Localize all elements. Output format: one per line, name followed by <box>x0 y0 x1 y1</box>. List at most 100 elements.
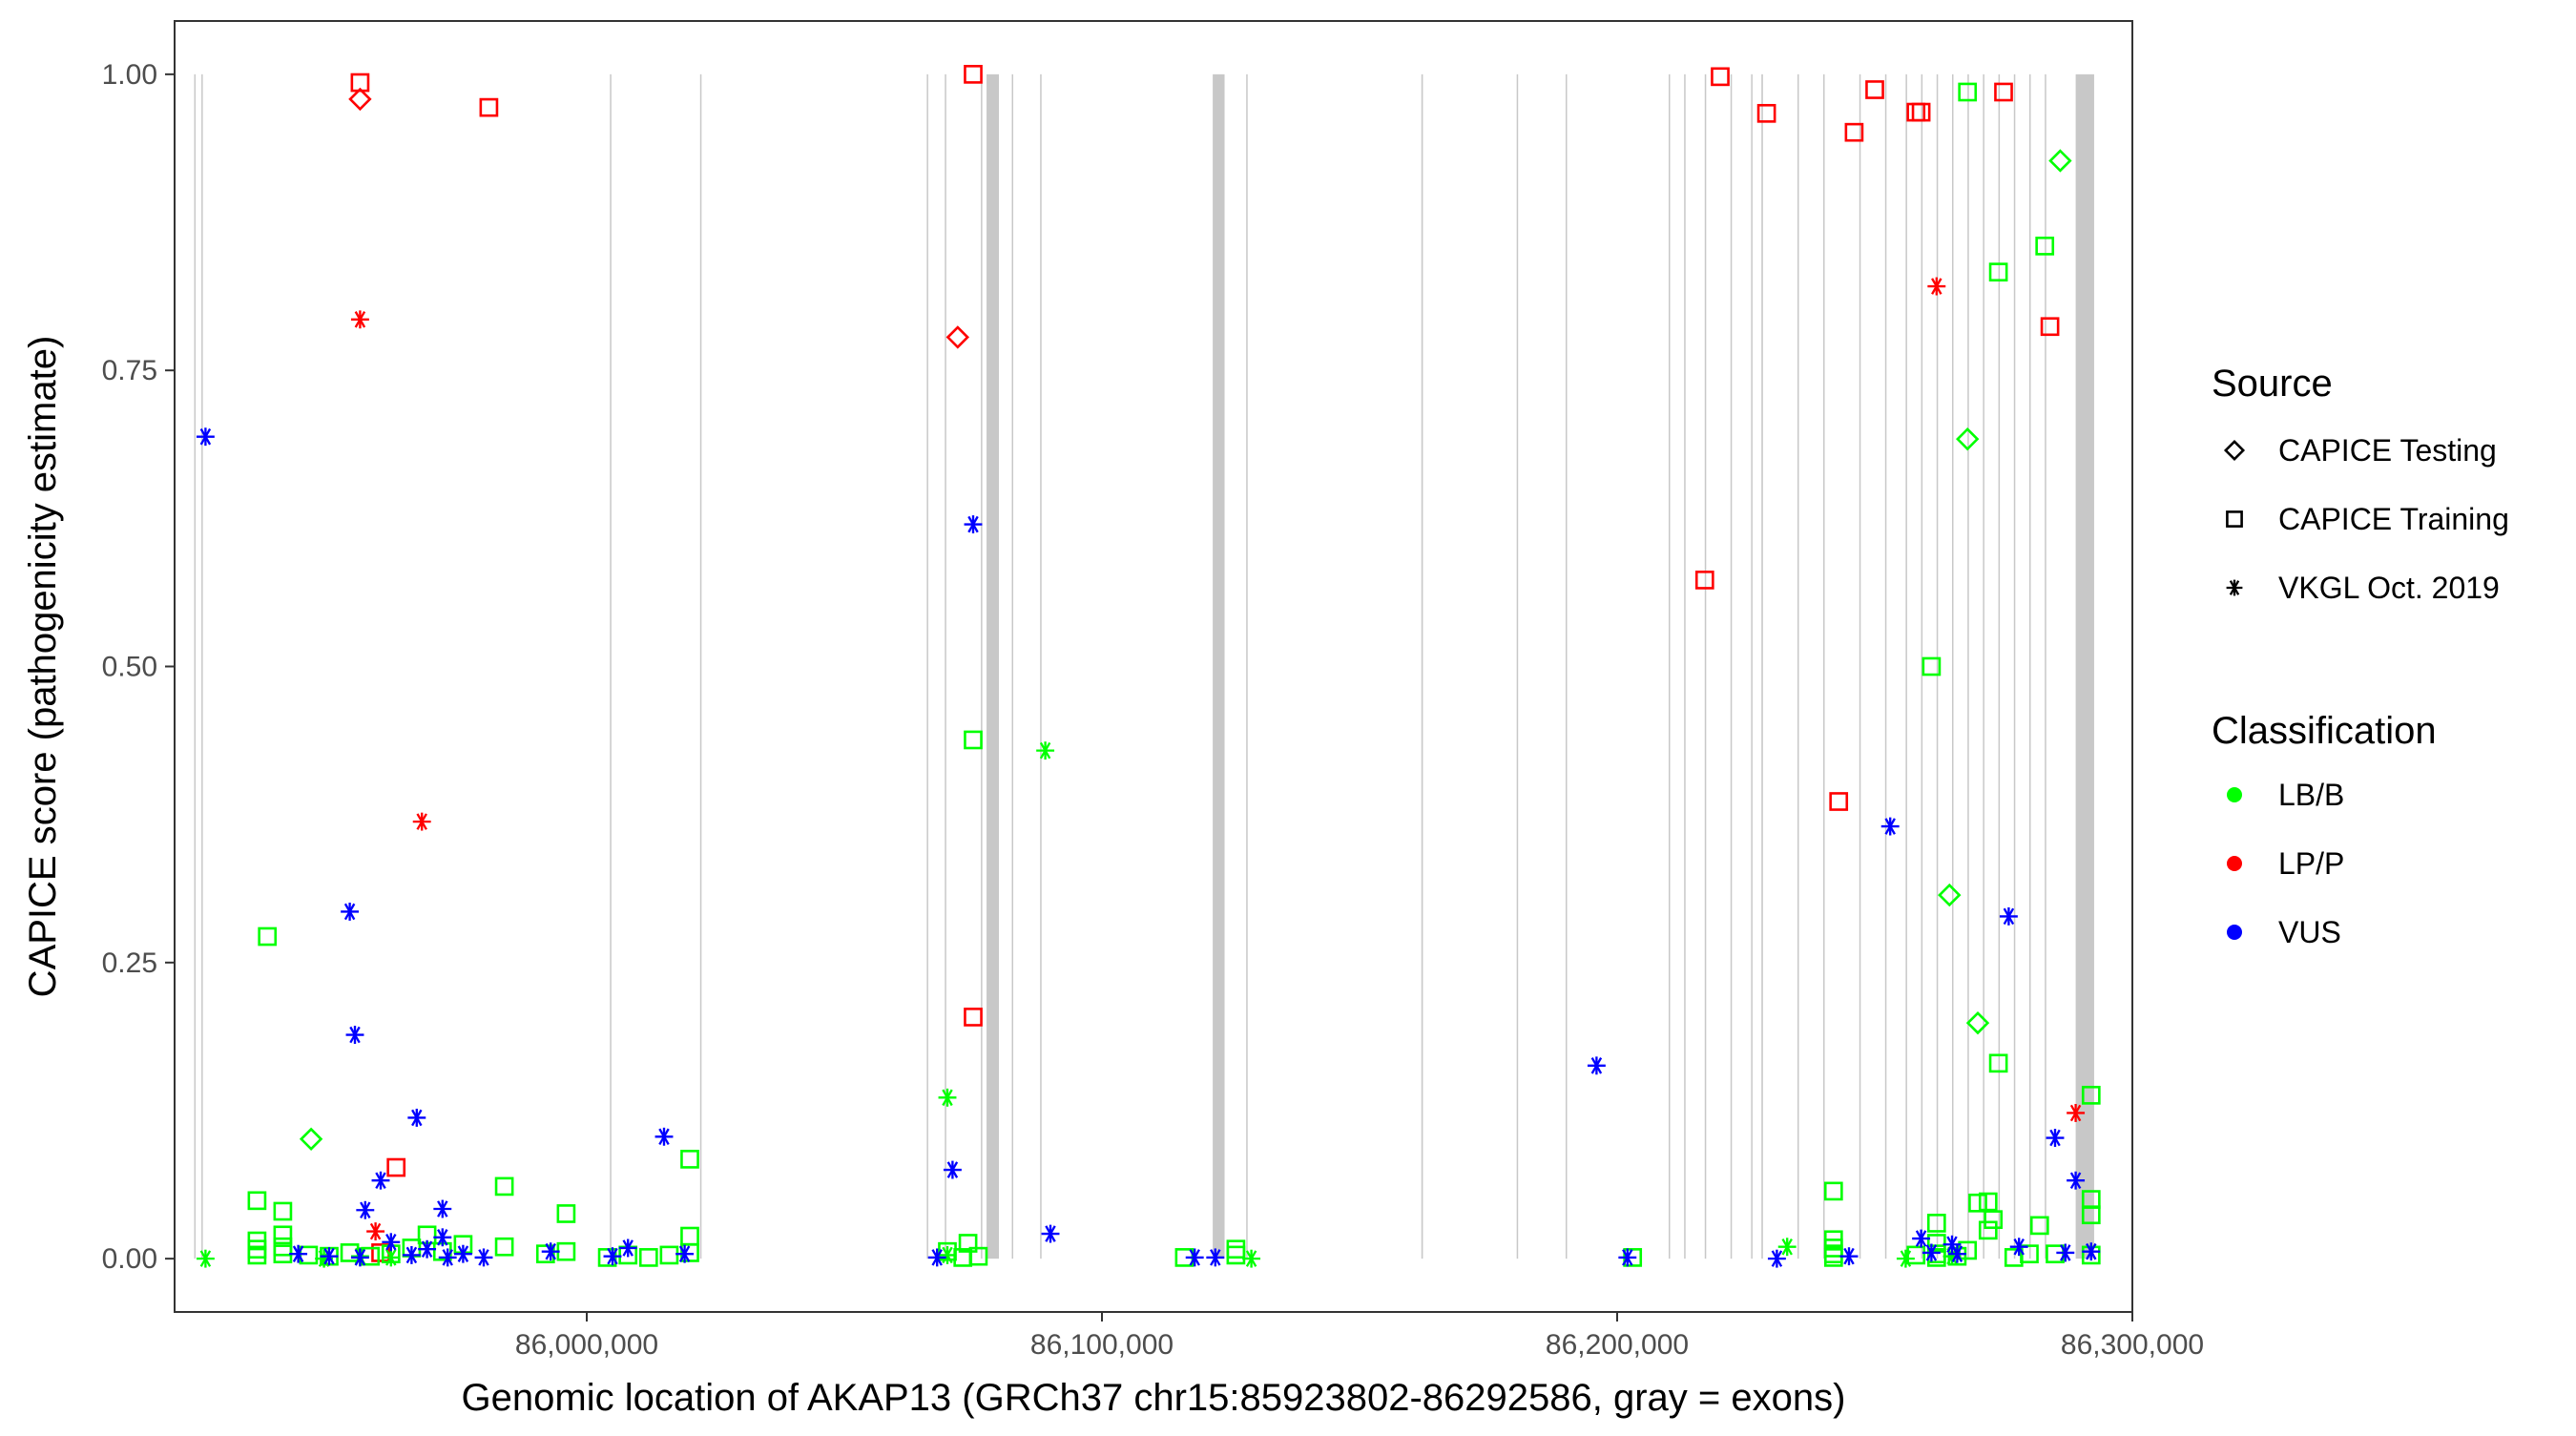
exon-band <box>1921 73 1923 1259</box>
exon-band <box>1730 73 1733 1259</box>
data-point-asterisk <box>433 1199 452 1218</box>
x-tick-label: 86,200,000 <box>1546 1329 1689 1361</box>
y-tick-label: 1.00 <box>102 59 157 91</box>
data-point-square <box>247 1191 267 1211</box>
data-point-square <box>964 1008 983 1027</box>
data-points <box>196 65 2101 1268</box>
exon-band <box>1967 73 1969 1259</box>
data-point-asterisk <box>418 1239 437 1259</box>
exon-band <box>1421 73 1423 1259</box>
data-point-asterisk <box>938 1245 957 1264</box>
legend-color-dot <box>2227 925 2242 940</box>
exon-band <box>1040 73 1042 1259</box>
legend-key-square <box>2226 510 2243 528</box>
data-point-square <box>659 1245 679 1265</box>
data-point-square <box>494 1176 514 1197</box>
x-axis: 86,000,000 86,100,000 86,200,000 86,300,000 <box>515 1312 2204 1361</box>
exon-band <box>1669 73 1671 1259</box>
data-point-diamond <box>2048 149 2072 173</box>
data-point-asterisk <box>366 1222 385 1241</box>
data-point-square <box>1958 82 1978 102</box>
data-point-square <box>2035 236 2055 256</box>
data-point-square <box>1694 571 1714 590</box>
exon-band <box>1761 73 1763 1259</box>
data-point-square <box>479 97 499 117</box>
data-point-square <box>964 65 983 84</box>
data-point-asterisk <box>320 1247 339 1266</box>
data-point-square <box>1978 1192 1998 1212</box>
legend-source-label: CAPICE Training <box>2278 502 2509 536</box>
data-point-asterisk <box>341 902 360 921</box>
data-point-diamond <box>348 87 372 112</box>
data-point-square <box>968 1246 988 1266</box>
data-point-square <box>2029 1216 2049 1236</box>
legend-classification-label: VUS <box>2278 915 2341 949</box>
exon-band <box>987 73 999 1259</box>
exon-band <box>1704 73 1707 1259</box>
data-point-square <box>964 730 983 750</box>
data-point-asterisk <box>927 1248 946 1267</box>
data-point-square <box>1926 1234 1946 1253</box>
exon-band <box>1983 73 1984 1259</box>
y-axis: 0.00 0.25 0.50 0.75 1.00 <box>102 59 175 1275</box>
data-point-asterisk <box>402 1245 421 1264</box>
y-tick-label: 0.75 <box>102 355 157 386</box>
exon-band <box>2013 73 2016 1259</box>
data-point-asterisk <box>350 1248 369 1267</box>
data-point-square <box>1994 82 2013 102</box>
data-point-square <box>1829 792 1849 811</box>
data-point-diamond <box>1938 883 1962 907</box>
data-point-square <box>2081 1085 2101 1105</box>
exon-band <box>981 73 983 1259</box>
exon-band <box>1246 73 1248 1259</box>
data-point-square <box>258 926 278 947</box>
data-point-asterisk <box>1912 1229 1931 1248</box>
data-point-square <box>1823 1248 1843 1267</box>
exon-band <box>1936 73 1939 1259</box>
x-axis-title: Genomic location of AKAP13 (GRCh37 chr15… <box>462 1377 1846 1419</box>
data-point-square <box>273 1201 293 1221</box>
data-point-square <box>1756 103 1776 123</box>
data-point-asterisk <box>1036 741 1055 760</box>
exon-band <box>2075 73 2094 1259</box>
exon-band <box>1516 73 1519 1259</box>
legend-key-asterisk <box>2226 579 2243 596</box>
legend-classification-title: Classification <box>2212 710 2437 752</box>
data-point-asterisk <box>1880 817 1900 836</box>
data-point-asterisk <box>541 1242 560 1261</box>
data-point-asterisk <box>964 515 983 533</box>
data-point-asterisk <box>1942 1235 1962 1254</box>
data-point-asterisk <box>433 1228 452 1247</box>
exon-band <box>945 73 946 1259</box>
data-point-asterisk <box>196 427 215 447</box>
exon-band <box>1566 73 1568 1259</box>
exon-band <box>194 73 197 1259</box>
data-point-square <box>1711 67 1730 87</box>
data-point-diamond <box>1965 1010 1990 1035</box>
data-point-asterisk <box>2046 1129 2065 1147</box>
data-point-square <box>1226 1245 1246 1265</box>
data-point-asterisk <box>1922 1243 1941 1262</box>
data-point-square <box>2040 317 2060 337</box>
data-point-asterisk <box>350 310 369 329</box>
data-point-square <box>2081 1205 2101 1225</box>
data-point-asterisk <box>2009 1238 2028 1257</box>
data-point-square <box>1922 656 1942 676</box>
y-axis-title: CAPICE score (pathogenicity estimate) <box>22 336 64 998</box>
exon-band <box>699 73 702 1259</box>
x-tick-label: 86,100,000 <box>1030 1329 1174 1361</box>
y-tick-label: 0.00 <box>102 1243 157 1275</box>
data-point-asterisk <box>412 812 431 831</box>
legend-source-title: Source <box>2212 363 2333 405</box>
data-point-square <box>386 1157 406 1177</box>
data-point-asterisk <box>196 1249 215 1268</box>
data-point-square <box>1865 80 1884 99</box>
data-point-asterisk <box>382 1248 401 1267</box>
data-point-square <box>556 1204 576 1223</box>
data-point-square <box>680 1150 699 1169</box>
data-point-square <box>535 1244 555 1264</box>
data-point-asterisk <box>618 1238 637 1258</box>
exon-band <box>1952 73 1954 1259</box>
